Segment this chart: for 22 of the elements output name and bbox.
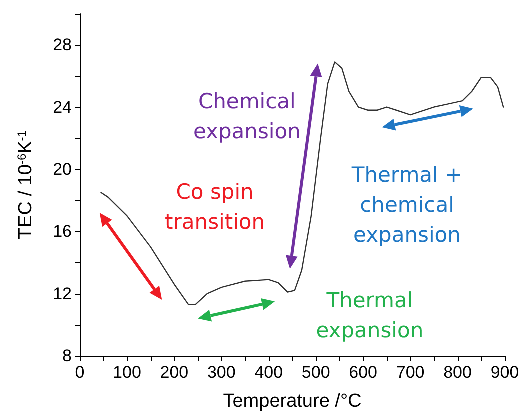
- y-tick-label: 20: [53, 160, 72, 179]
- x-tick-label: 200: [160, 363, 189, 382]
- annotation: Chemical expansion: [193, 90, 301, 144]
- x-axis-title: Temperature /°C: [223, 391, 362, 412]
- x-tick-label: 400: [254, 363, 284, 382]
- y-tick-label: 12: [53, 284, 72, 304]
- annotation: Thermal + chemical expansion: [350, 163, 463, 248]
- x-tick-label: 800: [444, 363, 472, 382]
- y-axis-title: TEC / 10-6K-1: [15, 130, 36, 240]
- y-tick-label: 28: [53, 36, 72, 55]
- x-tick-label: 100: [113, 363, 142, 382]
- y-tick-label: 16: [53, 222, 72, 242]
- annotation: Co spin transition: [165, 180, 266, 234]
- x-tick-label: 700: [396, 363, 425, 382]
- annotation: Thermal expansion: [316, 288, 424, 343]
- y-tick-label: 24: [53, 98, 72, 117]
- x-tick-label: 500: [302, 363, 330, 382]
- x-tick-label: 900: [490, 363, 520, 382]
- x-tick-label: 0: [75, 363, 85, 382]
- x-tick-label: 300: [207, 363, 236, 382]
- y-tick-label: 8: [62, 346, 72, 366]
- x-tick-label: 600: [349, 363, 378, 382]
